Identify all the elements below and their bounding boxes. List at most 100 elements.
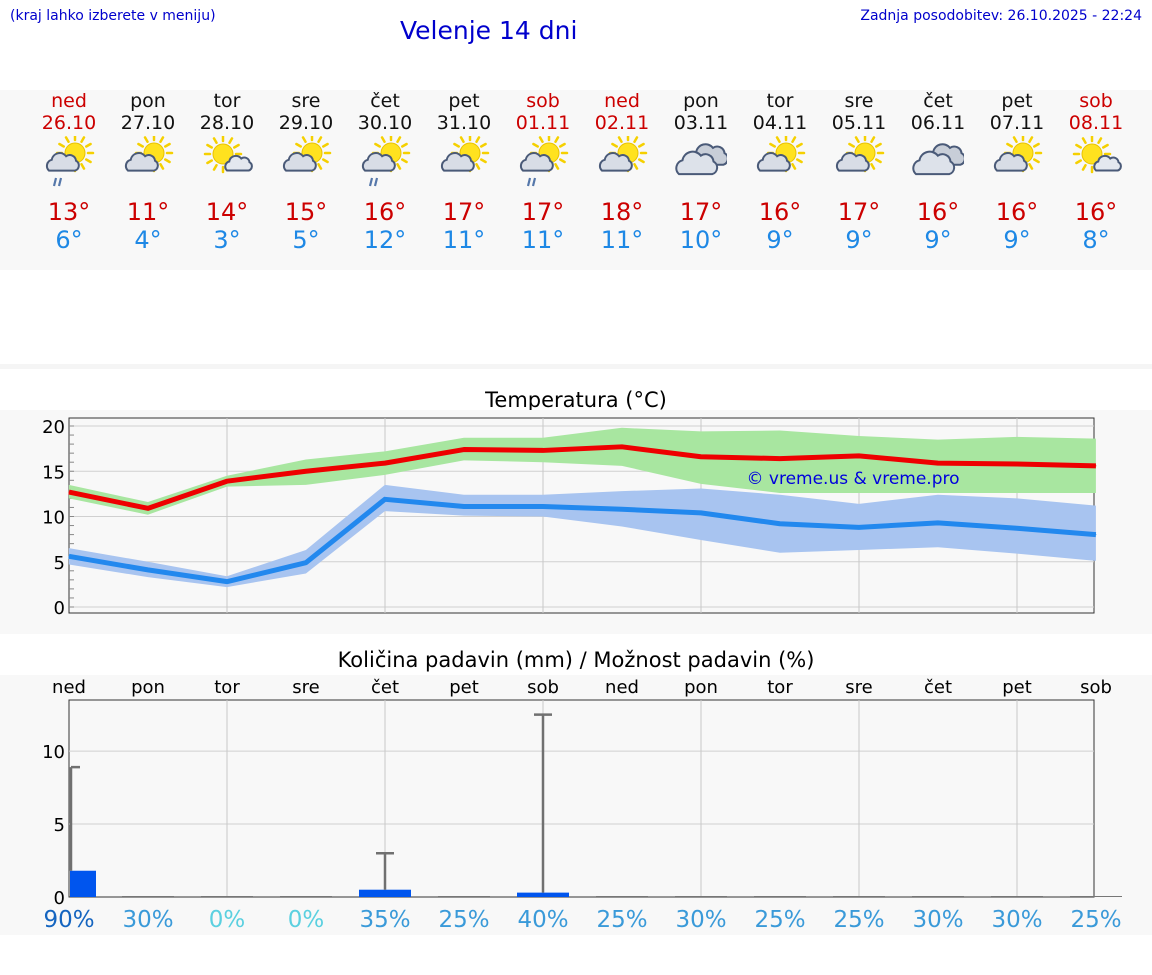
day-label: čet: [371, 677, 399, 698]
day-date: 26.10: [41, 112, 97, 134]
forecast-day: tor 04.11 16° 9°: [740, 90, 820, 254]
sun-cloud-rain-icon: [361, 136, 411, 187]
y-tick-label: 0: [54, 888, 65, 909]
sun-small-cloud-icon: [1072, 136, 1122, 174]
min-temp: 11°: [442, 226, 486, 254]
max-temp: 13°: [47, 198, 91, 226]
forecast-day: ned 26.10 13° 6°: [29, 90, 109, 254]
precip-bar: [833, 896, 885, 897]
min-temp: 6°: [55, 226, 83, 254]
sun-cloud-rain-icon: [519, 136, 569, 187]
day-label: pon: [131, 677, 165, 698]
precip-bar: [280, 896, 332, 897]
day-name: pon: [683, 90, 719, 112]
day-name: čet: [370, 90, 400, 112]
min-temp: 11°: [600, 226, 644, 254]
min-temp-point: [858, 526, 860, 528]
day-label: čet: [924, 677, 952, 698]
min-temp: 9°: [1003, 226, 1031, 254]
max-temp: 14°: [205, 198, 249, 226]
forecast-day: ned 02.11 18° 11°: [582, 90, 662, 254]
sun-cloud-icon: [124, 136, 174, 173]
min-temp-point: [700, 512, 702, 514]
precip-bar: [70, 870, 96, 897]
min-temp: 9°: [924, 226, 952, 254]
day-name: čet: [923, 90, 953, 112]
max-temp: 18°: [600, 198, 644, 226]
day-date: 04.11: [752, 112, 808, 134]
min-temp-point: [1095, 534, 1097, 536]
precip-probability: 25%: [596, 907, 647, 933]
precip-probability: 35%: [359, 907, 410, 933]
day-date: 28.10: [199, 112, 255, 134]
precip-bar: [754, 896, 806, 897]
precip-probability: 40%: [517, 907, 568, 933]
day-name: pon: [130, 90, 166, 112]
sun-cloud-icon: [282, 136, 332, 173]
precip-bar: [675, 896, 727, 897]
min-temp: 10°: [679, 226, 723, 254]
day-name: sob: [526, 90, 560, 112]
day-date: 05.11: [831, 112, 887, 134]
day-name: tor: [766, 90, 794, 112]
min-temp-point: [542, 506, 544, 508]
max-temp: 17°: [837, 198, 881, 226]
min-temp-point: [1016, 527, 1018, 529]
day-date: 27.10: [120, 112, 176, 134]
day-date: 02.11: [594, 112, 650, 134]
forecast-day: čet 30.10 16° 12°: [345, 90, 425, 254]
min-temp-range-band: [68, 484, 1096, 588]
max-temp-point: [384, 462, 386, 464]
max-temp: 15°: [284, 198, 328, 226]
day-name: ned: [604, 90, 640, 112]
precip-probability: 30%: [675, 907, 726, 933]
precip-bar: [201, 896, 253, 897]
forecast-day: pon 03.11 17° 10°: [661, 90, 741, 254]
temperature-chart-title: Temperatura (°C): [485, 388, 667, 412]
day-label: pet: [449, 677, 479, 698]
sun-small-cloud-icon: [203, 136, 253, 174]
sun-cloud-icon: [598, 136, 648, 173]
day-date: 01.11: [515, 112, 571, 134]
min-temp-point: [226, 581, 228, 583]
max-temp: 17°: [442, 198, 486, 226]
day-name: sre: [844, 90, 874, 112]
min-temp-point: [779, 523, 781, 525]
min-temp: 5°: [292, 226, 320, 254]
min-temp-point: [384, 498, 386, 500]
max-temp-line: [68, 444, 1096, 511]
max-temp-point: [858, 455, 860, 457]
min-temp: 11°: [521, 226, 565, 254]
precipitation-chart: ned pon tor sre čet pet sob ned pon tor sre čet pet s…: [42, 677, 1122, 933]
day-date: 30.10: [357, 112, 413, 134]
day-label: sre: [292, 677, 319, 698]
precip-bar: [359, 889, 411, 897]
max-temp: 17°: [679, 198, 723, 226]
y-tick-label: 10: [42, 508, 65, 529]
min-temp-point: [305, 562, 307, 564]
max-temp-point: [700, 456, 702, 458]
max-temp-range-band: [68, 427, 1096, 515]
sun-cloud-icon: [993, 136, 1043, 173]
precip-probability: 25%: [1070, 907, 1121, 933]
max-temp-point: [779, 458, 781, 460]
sun-cloud-icon: [440, 136, 490, 173]
forecast-panel: [0, 90, 1152, 270]
min-temp-point: [937, 522, 939, 524]
max-temp: 16°: [758, 198, 802, 226]
day-label: ned: [52, 677, 86, 698]
precip-bar: [122, 896, 174, 897]
precip-bar: [438, 896, 490, 897]
min-temp-point: [68, 555, 70, 557]
forecast-day: pet 07.11 16° 9°: [977, 90, 1057, 254]
day-name: pet: [1001, 90, 1033, 112]
last-updated: Zadnja posodobitev: 26.10.2025 - 22:24: [860, 8, 1142, 24]
day-label: ned: [605, 677, 639, 698]
y-tick-label: 0: [54, 598, 65, 619]
precip-probability: 25%: [438, 907, 489, 933]
max-temp-point: [542, 449, 544, 451]
precip-probability: 90%: [43, 907, 94, 933]
day-label: pet: [1002, 677, 1032, 698]
cloudy-icon: [912, 143, 964, 176]
day-date: 31.10: [436, 112, 492, 134]
